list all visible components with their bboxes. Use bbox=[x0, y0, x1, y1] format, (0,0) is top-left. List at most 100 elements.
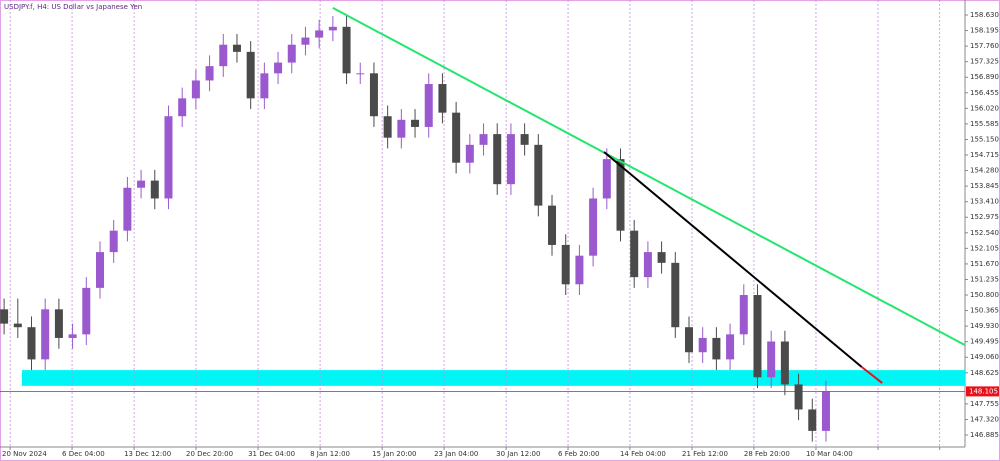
y-tick-label: 156.890 bbox=[970, 73, 999, 81]
candle-body bbox=[630, 230, 639, 278]
candle-body bbox=[712, 337, 721, 360]
candle-body bbox=[232, 44, 241, 52]
x-tick-label: 31 Dec 04:00 bbox=[248, 450, 295, 458]
y-tick-label: 151.670 bbox=[970, 260, 999, 268]
y-tick-label: 153.410 bbox=[970, 198, 999, 206]
candle-body bbox=[767, 341, 776, 378]
candle-body bbox=[287, 44, 296, 63]
candle-body bbox=[205, 66, 214, 81]
candle-body bbox=[82, 287, 91, 335]
last-price-box bbox=[966, 386, 999, 397]
y-tick-label: 154.715 bbox=[970, 151, 999, 159]
y-tick-label: 152.105 bbox=[970, 244, 999, 252]
y-tick-label: 152.975 bbox=[970, 213, 999, 221]
candle-body bbox=[794, 384, 803, 410]
candle-body bbox=[150, 180, 159, 199]
trend-line bbox=[860, 366, 883, 384]
x-tick-label: 6 Feb 20:00 bbox=[558, 450, 599, 458]
candle-body bbox=[260, 73, 269, 99]
candle-body bbox=[246, 51, 255, 99]
x-tick-label: 28 Feb 20:00 bbox=[744, 450, 790, 458]
candle-body bbox=[452, 112, 461, 163]
candle-body bbox=[369, 73, 378, 117]
candle-body bbox=[13, 323, 22, 328]
candle-body bbox=[342, 26, 351, 74]
candle-body bbox=[602, 159, 611, 199]
y-tick-label: 147.755 bbox=[970, 400, 999, 408]
candle-body bbox=[479, 134, 488, 145]
candle-body bbox=[589, 198, 598, 256]
candle-body bbox=[411, 119, 420, 127]
candle-body bbox=[726, 334, 735, 360]
candle-body bbox=[54, 309, 63, 338]
candle-body bbox=[383, 116, 392, 138]
candle-body bbox=[575, 255, 584, 285]
candle-body bbox=[643, 252, 652, 278]
y-tick-label: 158.630 bbox=[970, 11, 999, 19]
x-tick-label: 30 Jan 12:00 bbox=[496, 450, 540, 458]
candle-body bbox=[274, 62, 283, 74]
trend-line bbox=[332, 6, 966, 346]
y-tick-label: 153.845 bbox=[970, 182, 999, 190]
y-tick-label: 154.280 bbox=[970, 167, 999, 175]
candle-body bbox=[315, 30, 324, 38]
candle-body bbox=[301, 37, 310, 45]
support-zone bbox=[22, 370, 965, 386]
candle-body bbox=[657, 252, 666, 263]
candle-body bbox=[506, 134, 515, 185]
candle-body bbox=[616, 159, 625, 231]
candle-body bbox=[27, 327, 36, 360]
candle-body bbox=[698, 337, 707, 353]
y-tick-label: 157.760 bbox=[970, 42, 999, 50]
y-tick-label: 149.930 bbox=[970, 322, 999, 330]
x-tick-label: 13 Dec 12:00 bbox=[124, 450, 171, 458]
candle-body bbox=[219, 44, 228, 67]
x-tick-label: 10 Mar 04:00 bbox=[806, 450, 853, 458]
candle-body bbox=[753, 295, 762, 378]
y-tick-label: 155.585 bbox=[970, 120, 999, 128]
candle-body bbox=[548, 205, 557, 245]
candle-body bbox=[438, 84, 447, 113]
y-tick-label: 150.365 bbox=[970, 307, 999, 315]
y-tick-label: 149.060 bbox=[970, 353, 999, 361]
y-tick-label: 156.020 bbox=[970, 104, 999, 112]
y-tick-label: 150.800 bbox=[970, 291, 999, 299]
x-tick-label: 14 Feb 04:00 bbox=[620, 450, 666, 458]
candle-body bbox=[493, 134, 502, 185]
y-tick-label: 157.325 bbox=[970, 58, 999, 66]
y-tick-label: 151.235 bbox=[970, 275, 999, 283]
trend-line bbox=[603, 151, 863, 368]
x-tick-label: 21 Feb 12:00 bbox=[682, 450, 728, 458]
candle-body bbox=[191, 80, 200, 99]
candle-body bbox=[671, 262, 680, 328]
x-tick-label: 20 Nov 2024 bbox=[2, 450, 47, 458]
candle-body bbox=[821, 391, 830, 431]
candle-body bbox=[123, 187, 132, 231]
y-tick-label: 149.495 bbox=[970, 338, 999, 346]
candle-body bbox=[808, 409, 817, 431]
candle-body bbox=[164, 116, 173, 199]
y-tick-label: 156.455 bbox=[970, 89, 999, 97]
last-price-label: 148.105 bbox=[969, 387, 998, 395]
candle-body bbox=[424, 84, 433, 127]
candle-body bbox=[534, 144, 543, 206]
candle-body bbox=[561, 244, 570, 285]
candle-body bbox=[328, 26, 337, 31]
y-tick-label: 146.885 bbox=[970, 431, 999, 439]
candle-body bbox=[356, 73, 365, 75]
x-tick-label: 6 Dec 04:00 bbox=[62, 450, 105, 458]
candle-body bbox=[0, 309, 9, 324]
candle-body bbox=[95, 252, 104, 288]
y-tick-label: 147.320 bbox=[970, 415, 999, 423]
y-tick-label: 152.540 bbox=[970, 229, 999, 237]
candle-body bbox=[684, 327, 693, 353]
y-tick-label: 158.195 bbox=[970, 27, 999, 35]
x-tick-label: 20 Dec 20:00 bbox=[186, 450, 233, 458]
candle-body bbox=[520, 134, 529, 145]
y-tick-label: 148.625 bbox=[970, 369, 999, 377]
candle-body bbox=[109, 230, 118, 253]
candle-body bbox=[739, 295, 748, 335]
candle-body bbox=[780, 341, 789, 385]
candle-body bbox=[397, 119, 406, 138]
